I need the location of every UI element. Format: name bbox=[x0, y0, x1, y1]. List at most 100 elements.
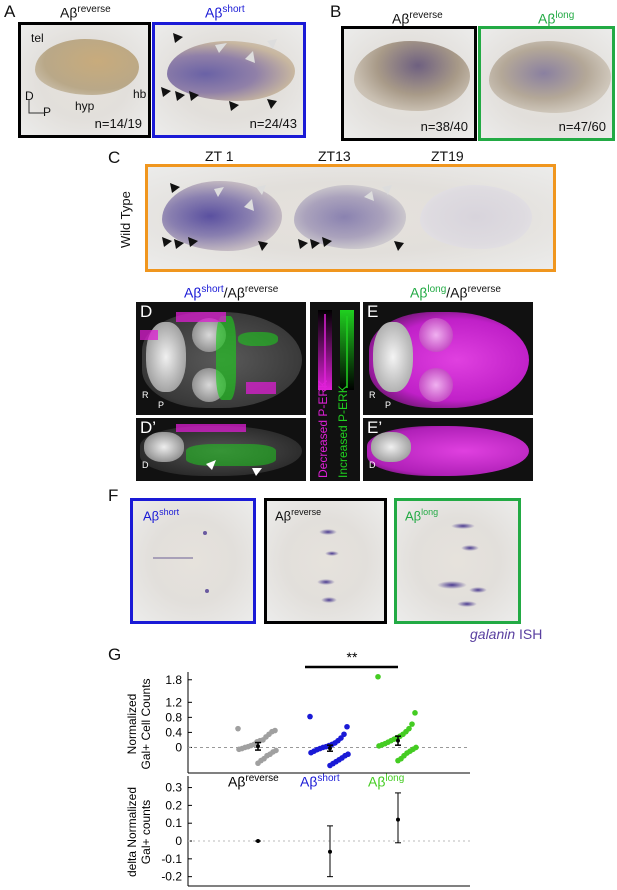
brain-zt19 bbox=[420, 185, 532, 249]
arrow-markers-icon bbox=[162, 183, 404, 251]
bottom-plot: 0.3 0.2 0.1 0 -0.1 -0.2 bbox=[161, 776, 470, 887]
bottom-y-tick-label: 0.3 bbox=[165, 781, 182, 795]
panel-label-d-prime: D’ bbox=[140, 418, 157, 437]
data-point bbox=[376, 743, 382, 749]
panel-f-long-image: Aβlong bbox=[394, 498, 521, 624]
title-a-sup: short bbox=[201, 284, 224, 295]
panel-f-reverse-title: Aβreverse bbox=[275, 507, 321, 523]
count: n=24/43 bbox=[249, 116, 297, 131]
data-point bbox=[327, 762, 333, 769]
axis-r: R bbox=[369, 390, 376, 400]
title-b-sup: reverse bbox=[467, 284, 501, 295]
data-point bbox=[256, 839, 260, 844]
panel-b-left-title: Aβreverse bbox=[392, 10, 443, 27]
bottom-y-ticks: 0.3 0.2 0.1 0 -0.1 -0.2 bbox=[161, 781, 192, 884]
arrow-markers-icon bbox=[206, 460, 262, 476]
panel-b-right-image: n=47/60 bbox=[478, 26, 615, 141]
data-point bbox=[307, 713, 313, 720]
significance-label: ** bbox=[347, 649, 358, 665]
title-a-main: Aβ bbox=[410, 284, 428, 301]
top-y-tick-label: 0.8 bbox=[165, 710, 182, 724]
axis-p: P bbox=[158, 400, 165, 410]
panel-label-d: D bbox=[140, 302, 153, 321]
title-main: Aβ bbox=[143, 508, 160, 524]
count: n=38/40 bbox=[420, 119, 468, 134]
top-ylabel-line2: Gal+ Cell Counts bbox=[139, 678, 153, 769]
caption-rest: ISH bbox=[515, 626, 543, 642]
top-y-tick-label: 0.4 bbox=[165, 725, 182, 739]
brain-zt13 bbox=[294, 185, 406, 249]
title-sep: /Aβ bbox=[446, 284, 468, 301]
data-point bbox=[344, 723, 350, 730]
bottom-y-tick-label: -0.2 bbox=[161, 870, 182, 884]
data-point bbox=[396, 817, 400, 822]
data-point bbox=[395, 757, 401, 764]
label-zt13: ZT13 bbox=[318, 148, 351, 164]
panel-e-title: Aβlong/Aβreverse bbox=[410, 284, 501, 301]
bottom-ylabel-line2: Gal+ counts bbox=[139, 800, 153, 864]
perk-legend: Decreased P-ERK Increased P-ERK bbox=[310, 302, 360, 481]
data-point bbox=[235, 725, 241, 732]
panel-f-short-image: Aβshort bbox=[130, 498, 256, 624]
panel-d-image: D R P bbox=[136, 302, 306, 415]
panel-b-left-image: n=38/40 bbox=[341, 26, 477, 141]
panel-f-reverse-image: Aβreverse bbox=[264, 498, 387, 624]
count: n=14/19 bbox=[94, 116, 142, 131]
category-label-main: Aβ bbox=[228, 773, 246, 790]
panel-d-prime-image: D’ D bbox=[136, 418, 306, 481]
data-point bbox=[412, 710, 418, 716]
panel-f-caption: galanin ISH bbox=[470, 626, 542, 642]
count: n=47/60 bbox=[558, 119, 606, 134]
label-hb: hb bbox=[133, 87, 147, 101]
title-b-sup: reverse bbox=[244, 284, 279, 295]
title-main: Aβ bbox=[538, 10, 556, 27]
panel-b-right-title: Aβlong bbox=[538, 10, 574, 27]
panel-f-long-title: Aβlong bbox=[405, 507, 438, 523]
bottom-points bbox=[255, 792, 401, 878]
axis-arrows-icon bbox=[28, 99, 45, 114]
title-main: Aβ bbox=[205, 4, 223, 21]
title-main: Aβ bbox=[275, 508, 292, 524]
axis-p: P bbox=[43, 105, 52, 119]
panel-a-right-title: Aβshort bbox=[205, 4, 245, 21]
title-sup: reverse bbox=[409, 10, 443, 21]
panel-c-frame bbox=[145, 164, 556, 272]
title-sup: long bbox=[421, 507, 439, 517]
category-label: Aβshort bbox=[300, 773, 340, 790]
top-y-tick-label: 0 bbox=[175, 740, 182, 754]
category-label: Aβlong bbox=[368, 773, 404, 790]
data-point bbox=[375, 673, 381, 680]
panel-label-e: E bbox=[367, 302, 379, 321]
title-sup: short bbox=[222, 4, 245, 15]
title-sup: long bbox=[555, 10, 575, 21]
label-zt19: ZT19 bbox=[431, 148, 464, 164]
panel-e-image: E R P bbox=[363, 302, 533, 415]
title-a-sup: long bbox=[427, 284, 447, 295]
bottom-y-tick-label: 0.2 bbox=[165, 798, 182, 812]
title-main: Aβ bbox=[392, 10, 410, 27]
category-label-main: Aβ bbox=[300, 773, 318, 790]
top-points bbox=[235, 673, 419, 769]
panel-a-left-image: tel hyp hb D P n=14/19 bbox=[18, 22, 151, 138]
legend-arrows-icon bbox=[324, 314, 348, 388]
panel-f-short-title: Aβshort bbox=[143, 507, 179, 523]
panel-label-b: B bbox=[330, 2, 342, 21]
panel-label-c: C bbox=[108, 148, 121, 167]
category-label-sup: short bbox=[317, 773, 340, 784]
title-sup: reverse bbox=[77, 4, 111, 15]
panel-label-e-prime: E’ bbox=[367, 418, 383, 437]
category-label: Aβreverse bbox=[228, 773, 279, 790]
axis-d: D bbox=[25, 89, 34, 103]
label-zt1: ZT 1 bbox=[205, 148, 234, 164]
axis-r: R bbox=[142, 390, 149, 400]
title-sep: /Aβ bbox=[223, 284, 245, 301]
top-plot: 1.8 1.20.80.40 bbox=[165, 672, 470, 774]
caption-italic: galanin bbox=[470, 626, 516, 642]
panel-a-right-image: n=24/43 bbox=[152, 22, 306, 138]
title-main: Aβ bbox=[405, 508, 422, 524]
bottom-y-tick-label: -0.1 bbox=[161, 852, 182, 866]
data-point bbox=[328, 849, 332, 854]
axis-p: P bbox=[385, 400, 392, 410]
label-hyp: hyp bbox=[75, 99, 95, 113]
